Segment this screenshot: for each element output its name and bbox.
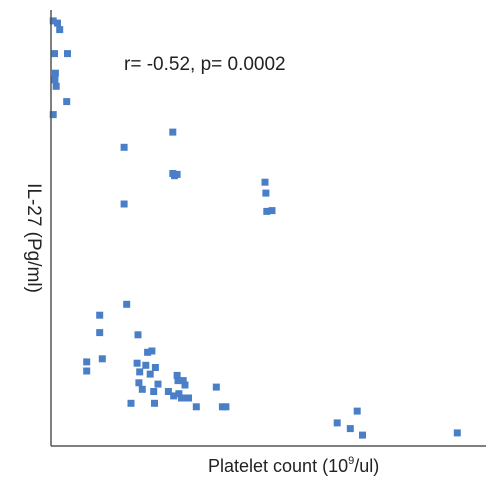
- data-point-56: [346, 425, 354, 433]
- data-point-4: [51, 50, 58, 58]
- data-point-17: [262, 189, 270, 197]
- data-point-30: [142, 361, 150, 369]
- data-point-53: [222, 403, 230, 411]
- data-point-6: [51, 69, 59, 77]
- data-point-27: [98, 355, 106, 363]
- data-point-23: [96, 329, 104, 337]
- x-axis-label-unit: /ul): [354, 456, 379, 476]
- data-point-35: [173, 371, 181, 379]
- x-axis-label: Platelet count (109/ul): [208, 455, 379, 476]
- data-point-18: [120, 200, 128, 208]
- data-point-9: [63, 98, 71, 106]
- data-point-19: [263, 207, 271, 215]
- data-point-24: [134, 331, 142, 339]
- data-point-37: [179, 377, 187, 385]
- data-point-36: [174, 377, 182, 385]
- x-axis-label-main: Platelet count (10: [208, 456, 348, 476]
- data-point-22: [96, 311, 104, 319]
- data-point-29: [133, 359, 141, 367]
- data-point-57: [359, 431, 366, 439]
- data-point-33: [136, 368, 144, 376]
- data-point-31: [151, 364, 159, 371]
- data-point-50: [151, 399, 158, 407]
- data-point-28: [83, 358, 91, 366]
- data-point-44: [164, 388, 172, 395]
- data-point-39: [154, 380, 162, 388]
- data-point-7: [51, 76, 59, 84]
- data-point-55: [333, 419, 341, 427]
- data-point-41: [212, 383, 220, 391]
- data-point-51: [192, 403, 200, 411]
- y-axis-label: IL-27 (Pg/ml): [23, 183, 44, 293]
- data-point-58: [453, 429, 461, 437]
- data-point-12: [120, 143, 128, 151]
- data-point-54: [353, 407, 361, 415]
- data-point-38: [135, 379, 143, 387]
- data-point-5: [64, 50, 71, 58]
- data-point-40: [181, 381, 189, 389]
- data-point-32: [83, 367, 91, 375]
- data-point-20: [268, 207, 276, 215]
- data-point-10: [49, 111, 57, 119]
- data-point-42: [138, 385, 146, 393]
- data-points: [49, 17, 461, 439]
- data-point-47: [178, 394, 185, 402]
- data-point-11: [169, 128, 177, 136]
- data-point-26: [148, 347, 156, 355]
- data-point-15: [173, 170, 181, 178]
- x-axis-label-superscript: 9: [348, 455, 354, 467]
- data-point-34: [146, 370, 154, 378]
- data-point-49: [127, 399, 135, 407]
- data-point-2: [54, 19, 61, 27]
- data-point-3: [56, 26, 64, 34]
- data-point-16: [261, 178, 269, 186]
- data-point-1: [49, 17, 57, 25]
- data-point-25: [144, 348, 152, 356]
- data-point-8: [52, 82, 60, 90]
- data-point-45: [175, 390, 183, 398]
- data-point-43: [150, 388, 158, 395]
- data-point-21: [123, 300, 131, 308]
- data-point-46: [170, 392, 178, 400]
- data-point-48: [185, 394, 192, 402]
- correlation-annotation: r= -0.52, p= 0.0002: [124, 54, 286, 75]
